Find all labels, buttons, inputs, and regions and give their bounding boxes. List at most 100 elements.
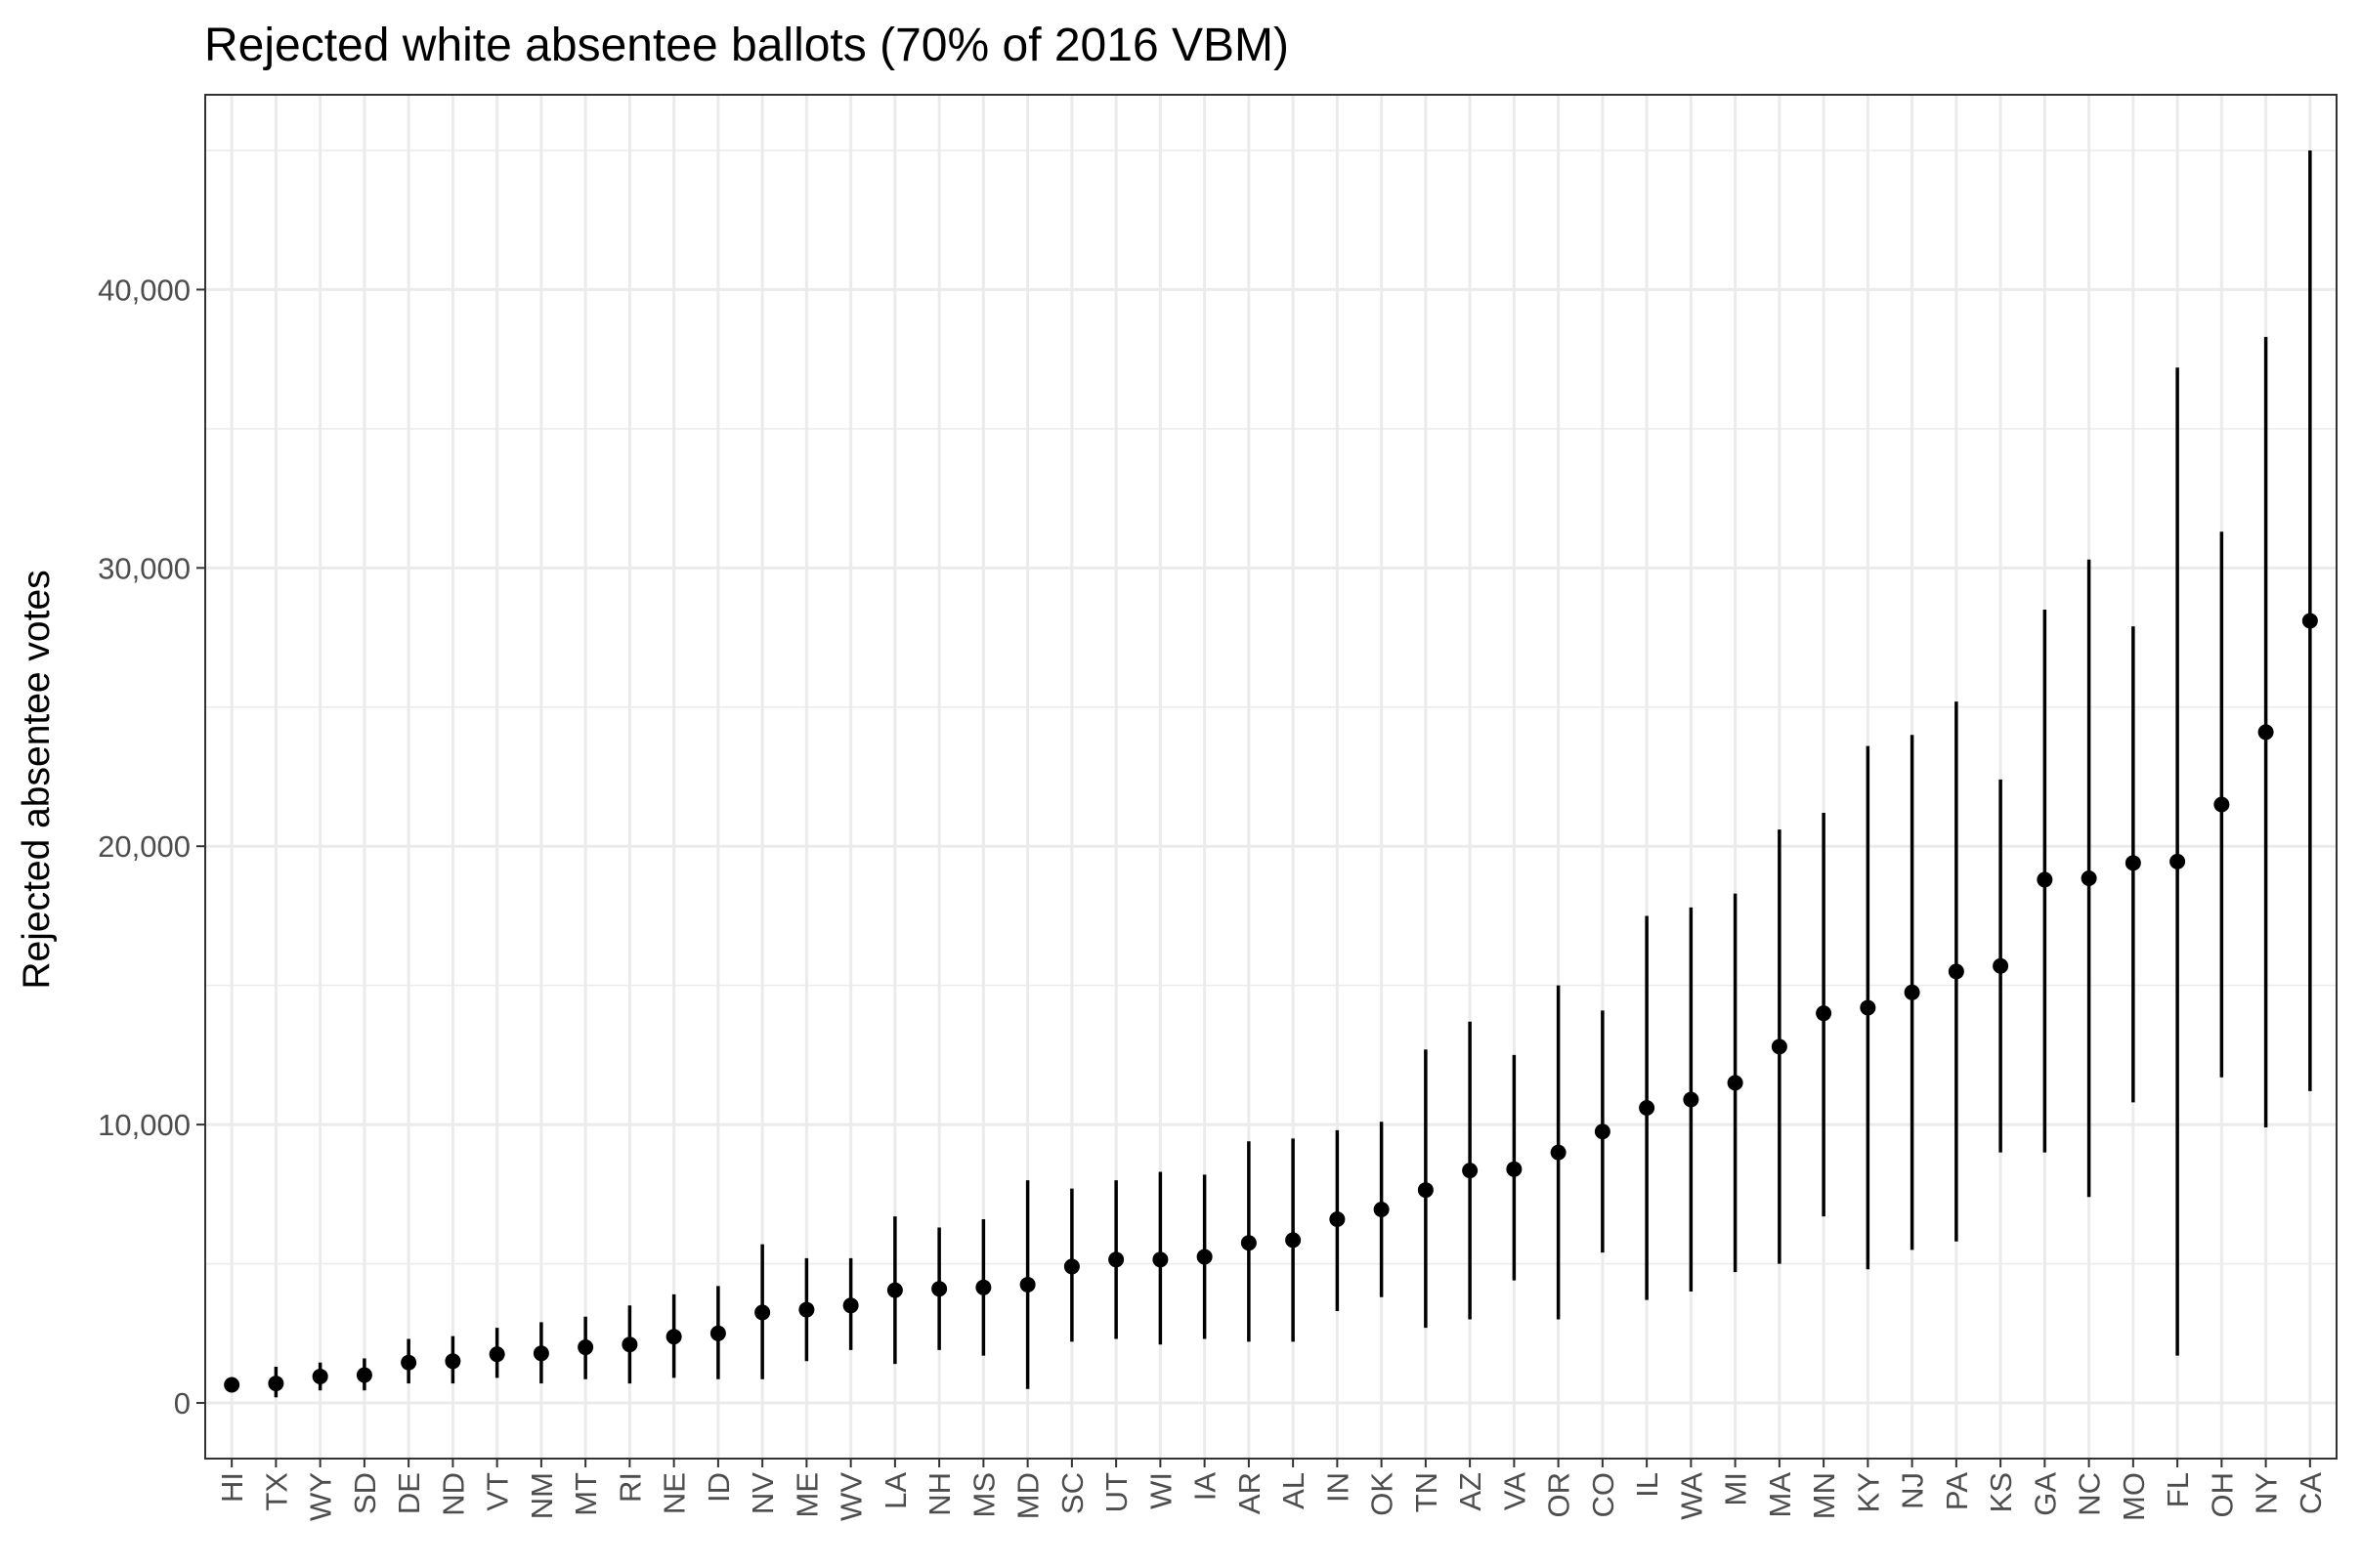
data-point-nh — [931, 1281, 948, 1297]
data-point-fl — [2169, 853, 2186, 869]
x-tick-label-ma: MA — [1763, 1472, 1797, 1518]
data-point-vt — [489, 1346, 505, 1363]
data-point-ca — [2301, 613, 2318, 629]
data-point-tn — [1417, 1182, 1434, 1199]
x-tick-label-sc: SC — [1055, 1472, 1090, 1514]
data-point-wv — [842, 1297, 859, 1314]
x-tick-label-pa: PA — [1940, 1472, 1974, 1510]
data-point-nv — [754, 1304, 771, 1321]
x-tick-label-ks: KS — [1984, 1472, 2018, 1512]
x-tick-label-wa: WA — [1674, 1472, 1708, 1520]
y-tick-label: 20,000 — [98, 829, 191, 864]
data-point-de — [401, 1354, 417, 1371]
x-tick-label-nd: ND — [436, 1472, 470, 1516]
x-tick-label-nh: NH — [923, 1472, 957, 1516]
x-tick-label-md: MD — [1011, 1472, 1046, 1519]
x-tick-label-wi: WI — [1143, 1472, 1178, 1509]
data-point-nj — [1904, 984, 1920, 1000]
data-point-la — [886, 1282, 903, 1298]
y-axis-label: Rejected absentee votes — [16, 570, 58, 989]
x-tick-label-ny: NY — [2250, 1472, 2284, 1514]
data-point-id — [709, 1325, 726, 1341]
x-tick-label-nm: NM — [525, 1472, 559, 1519]
x-tick-label-tx: TX — [259, 1472, 293, 1511]
chart-title: Rejected white absentee ballots (70% of … — [204, 20, 1289, 71]
data-point-nm — [533, 1345, 549, 1362]
data-point-ut — [1108, 1251, 1125, 1268]
x-tick-label-sd: SD — [348, 1472, 382, 1514]
data-point-sd — [356, 1367, 372, 1383]
x-tick-label-il: IL — [1630, 1472, 1664, 1498]
x-tick-label-hi: HI — [215, 1472, 249, 1503]
data-point-co — [1594, 1123, 1610, 1140]
data-point-wi — [1152, 1251, 1169, 1268]
data-point-nd — [445, 1353, 461, 1370]
data-point-ia — [1196, 1249, 1213, 1265]
x-tick-label-wy: WY — [304, 1472, 338, 1521]
x-tick-label-mn: MN — [1807, 1472, 1841, 1519]
data-point-or — [1550, 1144, 1567, 1161]
data-point-ny — [2257, 724, 2274, 741]
data-point-nc — [2081, 869, 2097, 886]
data-point-tx — [268, 1376, 284, 1392]
x-tick-label-va: VA — [1497, 1472, 1531, 1510]
data-point-me — [798, 1301, 815, 1318]
x-tick-label-ia: IA — [1188, 1472, 1223, 1502]
x-tick-label-or: OR — [1542, 1472, 1576, 1518]
data-point-mi — [1727, 1075, 1743, 1091]
x-tick-label-ri: RI — [613, 1472, 647, 1503]
x-tick-label-nj: NJ — [1896, 1472, 1930, 1509]
x-tick-label-mt: MT — [569, 1472, 603, 1516]
data-point-mo — [2125, 855, 2141, 871]
x-tick-label-la: LA — [879, 1472, 913, 1509]
x-tick-label-mo: MO — [2117, 1472, 2151, 1521]
data-point-ar — [1240, 1235, 1257, 1251]
x-tick-label-az: AZ — [1453, 1472, 1487, 1511]
x-tick-label-ne: NE — [658, 1472, 692, 1514]
data-point-ms — [975, 1279, 992, 1295]
x-tick-label-ms: MS — [966, 1472, 1001, 1518]
x-tick-label-fl: FL — [2161, 1472, 2195, 1507]
x-tick-label-nc: NC — [2073, 1472, 2107, 1516]
y-tick-label: 0 — [174, 1386, 191, 1420]
x-tick-label-ga: GA — [2028, 1472, 2062, 1516]
x-tick-label-id: ID — [702, 1472, 736, 1503]
y-tick-label: 30,000 — [98, 551, 191, 585]
data-point-il — [1639, 1100, 1655, 1117]
data-point-hi — [224, 1377, 240, 1393]
data-point-md — [1019, 1276, 1036, 1293]
x-tick-label-oh: OH — [2205, 1472, 2239, 1518]
y-tick-label: 10,000 — [98, 1108, 191, 1142]
y-tick-label: 40,000 — [98, 273, 191, 307]
x-tick-label-co: CO — [1586, 1472, 1620, 1518]
x-tick-label-de: DE — [392, 1472, 426, 1514]
x-tick-label-tn: TN — [1409, 1472, 1443, 1512]
data-point-ok — [1373, 1202, 1390, 1218]
data-point-ks — [1993, 957, 2009, 974]
plot-area: 0 10,000 20,000 30,000 40,000 HI TX WY SD DE ND VT N… — [98, 94, 2338, 1521]
x-tick-label-al: AL — [1276, 1472, 1310, 1509]
data-point-ri — [622, 1336, 638, 1353]
x-tick-label-me: ME — [790, 1472, 824, 1518]
data-point-pa — [1948, 963, 1964, 980]
data-point-sc — [1063, 1258, 1080, 1275]
data-point-va — [1506, 1161, 1523, 1177]
x-tick-label-in: IN — [1320, 1472, 1354, 1503]
x-tick-label-ar: AR — [1232, 1472, 1266, 1514]
panel-border — [204, 94, 2338, 1460]
x-tick-label-ut: UT — [1099, 1472, 1134, 1512]
data-point-mn — [1816, 1005, 1832, 1022]
panel-background — [205, 95, 2337, 1459]
data-point-ne — [665, 1329, 682, 1345]
data-point-ga — [2037, 871, 2053, 888]
data-point-oh — [2213, 796, 2230, 813]
data-point-al — [1285, 1232, 1302, 1249]
x-tick-label-ky: KY — [1851, 1472, 1885, 1512]
x-tick-label-ok: OK — [1365, 1472, 1399, 1516]
data-point-ma — [1771, 1038, 1787, 1055]
x-tick-label-nv: NV — [746, 1472, 780, 1514]
data-point-wa — [1683, 1091, 1699, 1108]
x-tick-label-ca: CA — [2294, 1472, 2328, 1514]
